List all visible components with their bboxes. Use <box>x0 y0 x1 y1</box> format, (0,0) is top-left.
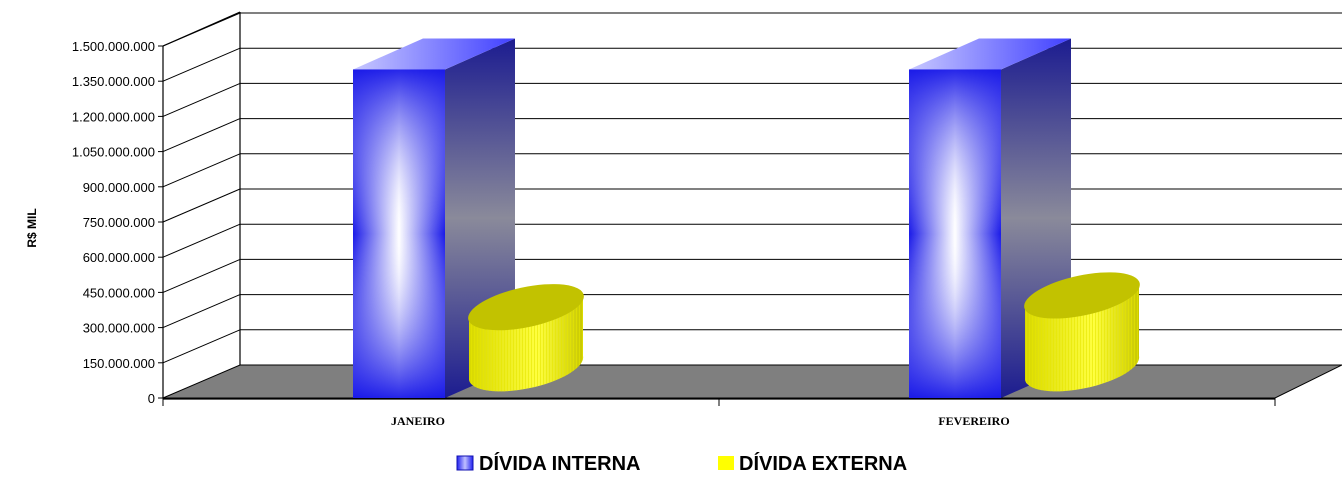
bar-divida-interna-top <box>909 38 1071 70</box>
y-axis-ticks: 0 150.000.000 300.000.000 450.000.000 600.00… <box>72 39 163 406</box>
gridline-left-wall <box>162 188 241 223</box>
gridline-left-wall <box>162 47 241 82</box>
gridline-left-wall <box>162 258 241 293</box>
y-tick-label: 300.000.000 <box>83 321 155 336</box>
gridline-left-wall <box>162 153 241 188</box>
legend: DÍVIDA INTERNA DÍVIDA EXTERNA <box>456 452 907 475</box>
legend-swatch-divida-externa <box>718 456 734 470</box>
gridline-left-wall <box>162 294 241 329</box>
y-tick-label: 150.000.000 <box>83 356 155 371</box>
x-tick-label: FEVEREIRO <box>938 414 1009 428</box>
y-tick-label: 1.500.000.000 <box>72 39 155 54</box>
gridline-left-wall <box>162 12 241 47</box>
gridlines <box>162 12 1342 364</box>
gridline-left-wall <box>162 118 241 153</box>
y-tick-label: 450.000.000 <box>83 285 155 300</box>
bars <box>353 38 1140 398</box>
y-tick-label: 1.200.000.000 <box>72 109 155 124</box>
gridline-left-wall <box>162 329 241 364</box>
bar-divida-externa <box>1024 272 1140 392</box>
gridline-left-wall <box>162 82 241 117</box>
bar-divida-externa-top <box>468 284 584 331</box>
bar-divida-interna-front-shade <box>353 69 445 398</box>
x-axis: JANEIRO FEVEREIRO <box>162 398 1276 428</box>
gridline-left-wall <box>162 223 241 258</box>
bar-divida-interna-top <box>353 38 515 70</box>
bar-divida-interna-front-shade <box>909 69 1001 398</box>
y-tick-label: 1.350.000.000 <box>72 74 155 89</box>
y-tick-label: 0 <box>148 391 155 406</box>
y-tick-label: 750.000.000 <box>83 215 155 230</box>
y-tick-label: 1.050.000.000 <box>72 145 155 160</box>
legend-swatch-divida-interna <box>456 455 474 471</box>
plot-walls <box>162 11 1342 399</box>
y-tick-label: 900.000.000 <box>83 180 155 195</box>
bar-divida-externa <box>468 284 584 392</box>
floor <box>162 364 1342 399</box>
legend-label-divida-externa: DÍVIDA EXTERNA <box>739 452 907 475</box>
bar-divida-interna <box>353 38 515 398</box>
y-tick-label: 600.000.000 <box>83 250 155 265</box>
x-tick-label: JANEIRO <box>391 414 445 428</box>
legend-label-divida-interna: DÍVIDA INTERNA <box>479 452 640 475</box>
y-axis-label: R$ MIL <box>25 208 39 247</box>
bar-divida-externa-top <box>1024 272 1140 319</box>
